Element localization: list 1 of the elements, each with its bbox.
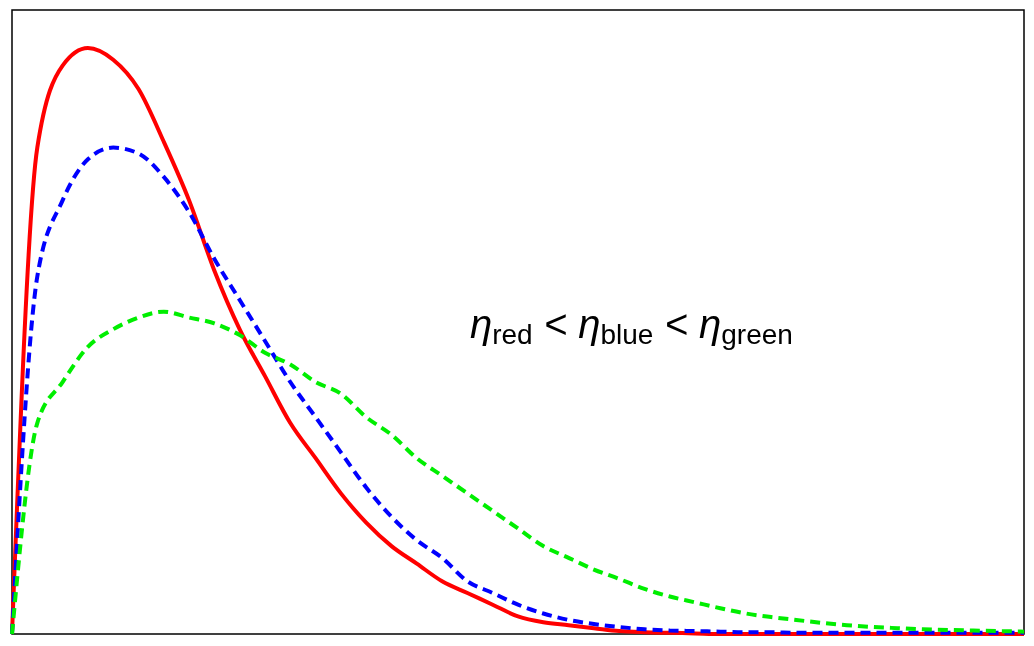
annotation: η$_{red}$ < η$_{blue}$ < η$_{green}$	[470, 302, 793, 350]
